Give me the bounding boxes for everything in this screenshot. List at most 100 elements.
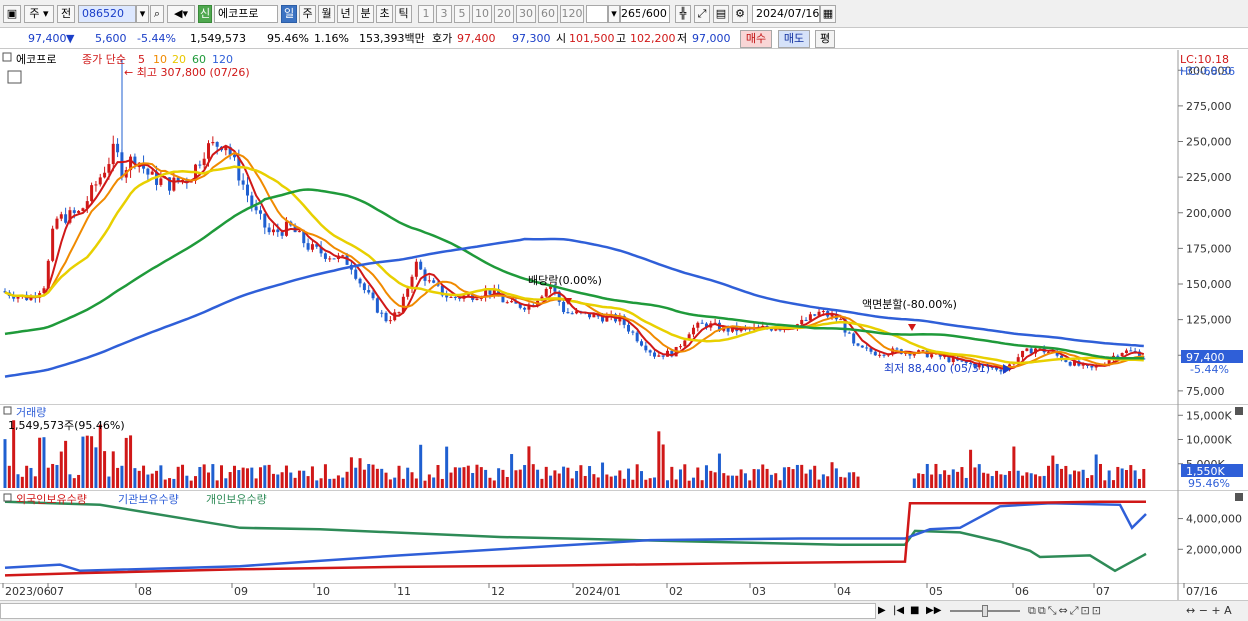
trendline-icon[interactable]: ⤢	[694, 5, 710, 23]
eval-button[interactable]: 평	[815, 30, 835, 48]
minute-120-button[interactable]: 120	[560, 5, 584, 23]
volume-bar	[544, 466, 548, 488]
stock-code-input[interactable]: 086520	[78, 5, 136, 23]
scroll-first-icon[interactable]: |◀	[893, 605, 905, 616]
candle-body	[98, 177, 102, 185]
volume-axis-label: 15,000K	[1186, 409, 1232, 422]
institution-line	[4, 501, 1147, 573]
volume-bar	[635, 464, 639, 488]
volume-bar	[220, 465, 223, 488]
chart-tools-icons[interactable]: ⧉⧉⤡⇔⤢⊡⊡	[1028, 604, 1103, 617]
save-icon[interactable]: ▤	[713, 5, 729, 23]
volume-bar	[362, 469, 366, 488]
period-minute-button[interactable]: 분	[357, 5, 374, 23]
holdings-chart[interactable]: 4,000,000 2,000,000 외국인보유수량 기관보유수량 개인보유수량	[0, 490, 1248, 583]
candle-body	[306, 243, 310, 250]
price-axis-label: 75,000	[1186, 385, 1225, 398]
holdings-close-icon[interactable]	[1235, 493, 1243, 501]
volume-bar	[250, 467, 254, 488]
code-dropdown-icon[interactable]: ▾	[136, 5, 149, 23]
holdings-legend-icon[interactable]	[3, 493, 12, 502]
legend-ma10: 10	[153, 53, 167, 66]
period-day-button[interactable]: 일	[281, 5, 297, 23]
candle-body	[653, 352, 656, 357]
minute-1-button[interactable]: 1	[418, 5, 434, 23]
toolbar: ▣ 주 ▾ 전 086520 ▾ ⌕ ◀▾ 신 에코프로 일 주 월 년 분 초…	[0, 0, 1248, 28]
volume-bar	[388, 479, 392, 488]
candle-body	[133, 156, 137, 165]
volume-bar	[380, 468, 384, 488]
holdings-panel[interactable]: 4,000,000 2,000,000 외국인보유수량 기관보유수량 개인보유수량	[0, 490, 1248, 583]
candle-body	[310, 244, 314, 250]
volume-bar	[453, 467, 457, 488]
legend-toggle-icon[interactable]	[2, 52, 12, 62]
horizontal-scrollbar[interactable]	[0, 603, 876, 619]
volume-bar	[497, 468, 501, 488]
volume-bar	[847, 472, 851, 488]
search-icon[interactable]: ⌕	[150, 5, 164, 23]
minute-5-button[interactable]: 5	[454, 5, 470, 23]
candle-body	[1064, 359, 1068, 362]
grid-table-icon[interactable]	[7, 70, 22, 84]
volume-bar	[761, 464, 765, 488]
candle-body	[1137, 351, 1141, 359]
period-year-button[interactable]: 년	[337, 5, 354, 23]
volume-bar	[133, 468, 137, 488]
minute-60-button[interactable]: 60	[538, 5, 558, 23]
volume-close-icon[interactable]	[1235, 407, 1243, 415]
period-tick-button[interactable]: 틱	[395, 5, 412, 23]
stock-name-field[interactable]: 에코프로	[214, 5, 278, 23]
custom-period-input[interactable]	[586, 5, 608, 23]
minute-3-button[interactable]: 3	[436, 5, 452, 23]
settings-gear-icon[interactable]: ⚙	[732, 5, 748, 23]
minute-20-button[interactable]: 20	[494, 5, 514, 23]
candle-body	[860, 345, 864, 348]
volume-bar	[1107, 470, 1111, 488]
sound-icon[interactable]: ◀▾	[167, 5, 195, 23]
volume-bar	[492, 480, 496, 488]
market-select[interactable]: 주 ▾	[24, 5, 54, 23]
minute-10-button[interactable]: 10	[472, 5, 492, 23]
volume-legend-icon[interactable]	[3, 406, 12, 415]
volume-bar	[185, 475, 189, 488]
zoom-controls-icons[interactable]: ↔ − + A	[1186, 604, 1232, 617]
volume-bar	[176, 466, 180, 488]
x-axis-label: 09	[234, 585, 248, 598]
volume-bar	[137, 470, 141, 488]
zoom-slider-handle[interactable]	[982, 605, 988, 617]
candle-chart-icon[interactable]: ╬	[675, 5, 691, 23]
data-count-input[interactable]: 265	[620, 5, 642, 23]
date-input[interactable]: 2024/07/16	[752, 5, 820, 23]
scroll-right-icon[interactable]: ▶	[878, 605, 886, 616]
volume-bar	[466, 465, 470, 488]
candle-body	[59, 214, 63, 219]
price-axis-label: 125,000	[1186, 314, 1232, 327]
window-menu-icon[interactable]: ▣	[3, 5, 21, 23]
period-week-button[interactable]: 주	[299, 5, 316, 23]
candle-body	[1021, 350, 1025, 358]
candle-body	[302, 231, 306, 244]
candle-body	[215, 142, 219, 147]
price-chart[interactable]: 300,000 275,000 250,000 225,000 200,000 175,0…	[0, 50, 1248, 404]
volume-bar	[297, 470, 301, 488]
volume-bar	[704, 465, 708, 488]
volume-bar	[501, 469, 505, 488]
minute-30-button[interactable]: 30	[516, 5, 536, 23]
buy-button[interactable]: 매수	[740, 30, 772, 48]
volume-bar	[536, 469, 540, 488]
scroll-last-icon[interactable]: ▶▶	[926, 605, 942, 616]
stop-icon[interactable]: ■	[910, 605, 920, 616]
period-second-button[interactable]: 초	[376, 5, 393, 23]
volume-bar	[570, 478, 574, 488]
candle-body	[241, 180, 245, 185]
sell-button[interactable]: 매도	[778, 30, 810, 48]
period-month-button[interactable]: 월	[318, 5, 335, 23]
custom-period-dropdown-icon[interactable]: ▾	[608, 5, 620, 23]
volume-bar	[397, 465, 401, 488]
price-chart-panel[interactable]: 300,000 275,000 250,000 225,000 200,000 175,0…	[0, 50, 1248, 404]
calendar-icon[interactable]: ▦	[820, 5, 836, 23]
candle-body	[999, 369, 1003, 372]
period-type-button[interactable]: 전	[57, 5, 75, 23]
